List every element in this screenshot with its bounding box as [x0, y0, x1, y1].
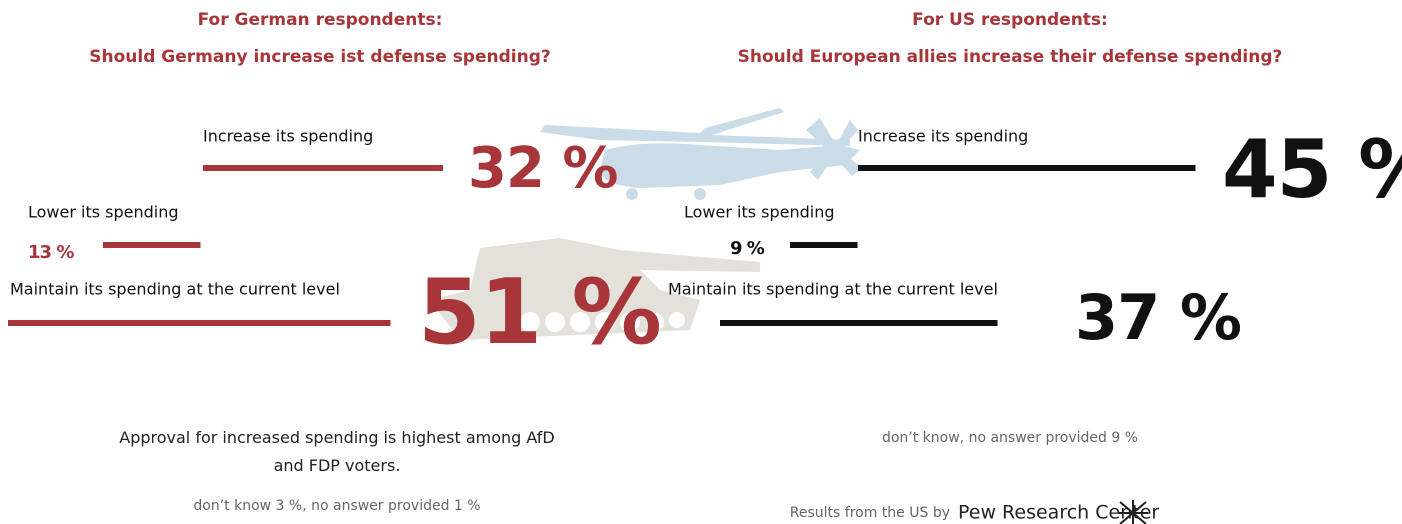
source-org: Pew Research Center	[958, 502, 1159, 524]
value-label: 45 %	[1222, 123, 1402, 216]
bar	[203, 165, 443, 171]
bar	[790, 242, 858, 248]
chart-title: For German respondents:	[198, 10, 443, 30]
bar	[103, 242, 201, 248]
note: Approval for increased spending is highe…	[119, 428, 555, 475]
note: don’t know, no answer provided 9 %	[881, 430, 1139, 446]
chart-subtitle: Should European allies increase their de…	[738, 47, 1283, 67]
category-label: Maintain its spending at the current lev…	[668, 280, 998, 299]
chart-subtitle: Should Germany increase ist defense spen…	[89, 47, 551, 67]
value-label: 32 %	[468, 136, 618, 201]
value-label: 13 %	[28, 242, 74, 263]
category-label: Lower its spending	[28, 203, 179, 222]
bar	[720, 320, 998, 326]
category-label: Maintain its spending at the current lev…	[10, 280, 340, 299]
bar	[858, 165, 1196, 171]
helicopter-illustration	[540, 108, 862, 200]
pew-logo	[1118, 500, 1148, 524]
value-label: 37 %	[1075, 281, 1241, 354]
note: don’t know 3 %, no answer provided 1 %	[193, 498, 481, 514]
category-label: Increase its spending	[858, 127, 1028, 146]
tank-illustration	[430, 238, 760, 340]
bar	[8, 320, 391, 326]
source-label: Results from the US by	[790, 505, 950, 521]
chart-title: For US respondents:	[912, 10, 1108, 30]
value-label: 51 %	[418, 260, 661, 365]
value-label: 9 %	[730, 238, 765, 259]
category-label: Increase its spending	[203, 127, 373, 146]
category-label: Lower its spending	[684, 203, 835, 222]
